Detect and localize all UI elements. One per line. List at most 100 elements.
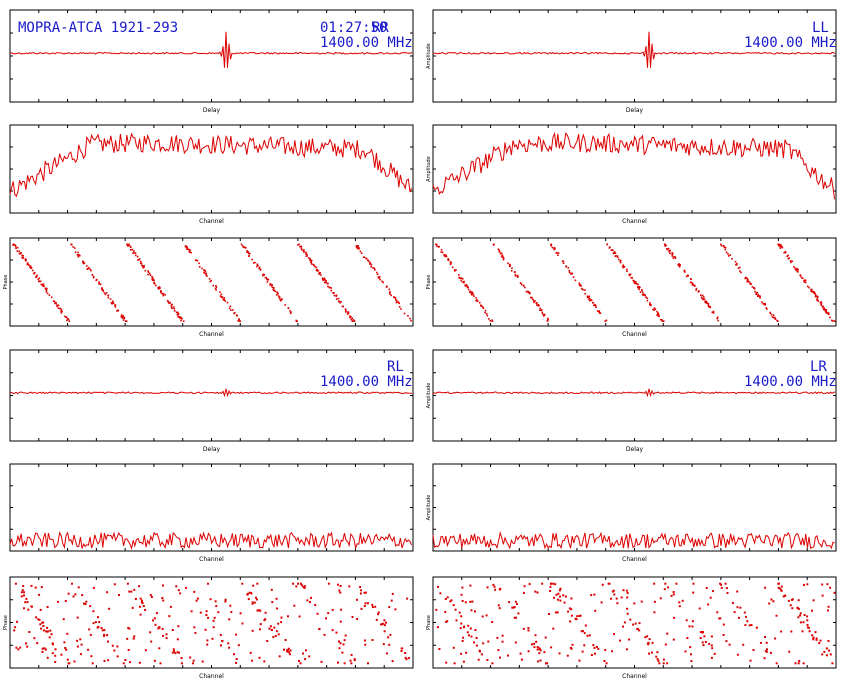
phase-point — [395, 301, 398, 304]
phase-point — [772, 314, 775, 316]
phase-point — [688, 625, 691, 628]
phase-point — [39, 280, 42, 283]
phase-point — [351, 616, 354, 618]
phase-point — [691, 625, 694, 628]
phase-point — [80, 643, 83, 646]
phase-point — [459, 277, 462, 279]
phase-point — [184, 245, 187, 248]
phase-point — [662, 658, 665, 661]
phase-point — [497, 604, 500, 607]
phase-point — [446, 596, 449, 599]
phase-point — [326, 282, 329, 285]
phase-point — [616, 256, 619, 258]
phase-point — [533, 300, 535, 302]
phase-point — [636, 628, 639, 631]
phase-point — [799, 274, 802, 276]
phase-point — [320, 274, 322, 276]
phase-point — [215, 286, 218, 289]
phase-point — [72, 595, 75, 598]
phase-point — [794, 662, 797, 665]
phase-point — [107, 659, 110, 662]
panel-frame — [432, 349, 837, 442]
phase-point — [232, 309, 234, 311]
phase-point — [825, 309, 827, 311]
phase-point — [13, 243, 15, 246]
phase-point — [710, 644, 713, 647]
phase-point — [347, 311, 349, 313]
phase-point — [460, 279, 462, 282]
phase-point — [303, 249, 305, 251]
phase-point — [633, 602, 636, 605]
phase-point — [794, 267, 796, 270]
phase-point — [350, 315, 352, 318]
phase-point — [436, 626, 439, 629]
phase-point — [84, 603, 87, 605]
phase-point — [738, 616, 740, 619]
phase-point — [335, 295, 337, 297]
phase-point — [759, 295, 761, 298]
phase-point — [287, 615, 289, 618]
phase-point — [340, 608, 343, 611]
phase-point — [671, 253, 673, 256]
phase-point — [435, 243, 438, 246]
phase-point — [540, 309, 543, 311]
phase-point — [206, 639, 209, 642]
phase-point — [663, 588, 666, 591]
phase-point — [266, 640, 269, 642]
phase-point — [629, 273, 632, 276]
phase-point — [162, 292, 164, 295]
phase-point — [821, 594, 824, 597]
phase-point — [634, 622, 637, 625]
phase-point — [525, 290, 528, 293]
phase-point — [171, 303, 173, 306]
phase-point — [241, 582, 244, 585]
phase-point — [485, 312, 488, 315]
phase-point — [452, 604, 455, 607]
phase-point — [373, 267, 376, 269]
phase-point — [187, 248, 189, 251]
phase-point — [559, 599, 562, 602]
phase-point — [316, 270, 319, 272]
phase-point — [535, 302, 538, 304]
phase-point — [449, 263, 452, 266]
phase-point — [613, 593, 616, 596]
phase-point — [139, 613, 142, 616]
phase-point — [356, 246, 358, 249]
phase-point — [180, 657, 183, 659]
phase-point — [512, 606, 515, 609]
phase-point — [388, 606, 391, 609]
phase-point — [101, 629, 104, 632]
phase-point — [666, 248, 668, 250]
phase-point — [549, 582, 552, 585]
phase-point — [388, 643, 391, 646]
phase-point — [445, 254, 447, 256]
phase-point — [54, 648, 57, 651]
phase-point — [477, 300, 479, 302]
phase-point — [460, 615, 463, 618]
phase-point — [106, 634, 109, 637]
phase-point — [466, 631, 469, 634]
phase-point — [389, 633, 392, 636]
phase-point — [613, 633, 615, 636]
phase-point — [451, 266, 454, 269]
phase-point — [820, 301, 823, 303]
phase-point — [277, 633, 280, 636]
phase-point — [269, 284, 271, 286]
phase-point — [825, 647, 828, 650]
x-axis-label: Channel — [622, 556, 647, 563]
phase-point — [541, 311, 543, 314]
phase-point — [561, 260, 564, 263]
phase-point — [256, 582, 259, 585]
x-axis-label: Channel — [622, 218, 647, 225]
phase-point — [766, 648, 768, 651]
phase-point — [62, 618, 65, 621]
phase-point — [374, 605, 377, 608]
phase-point — [116, 655, 119, 658]
phase-point — [764, 650, 767, 653]
phase-point — [799, 621, 802, 624]
phase-point — [41, 650, 44, 653]
phase-point — [21, 254, 23, 257]
phase-point — [769, 651, 772, 654]
phase-point — [239, 320, 241, 322]
phase-point — [143, 265, 145, 267]
